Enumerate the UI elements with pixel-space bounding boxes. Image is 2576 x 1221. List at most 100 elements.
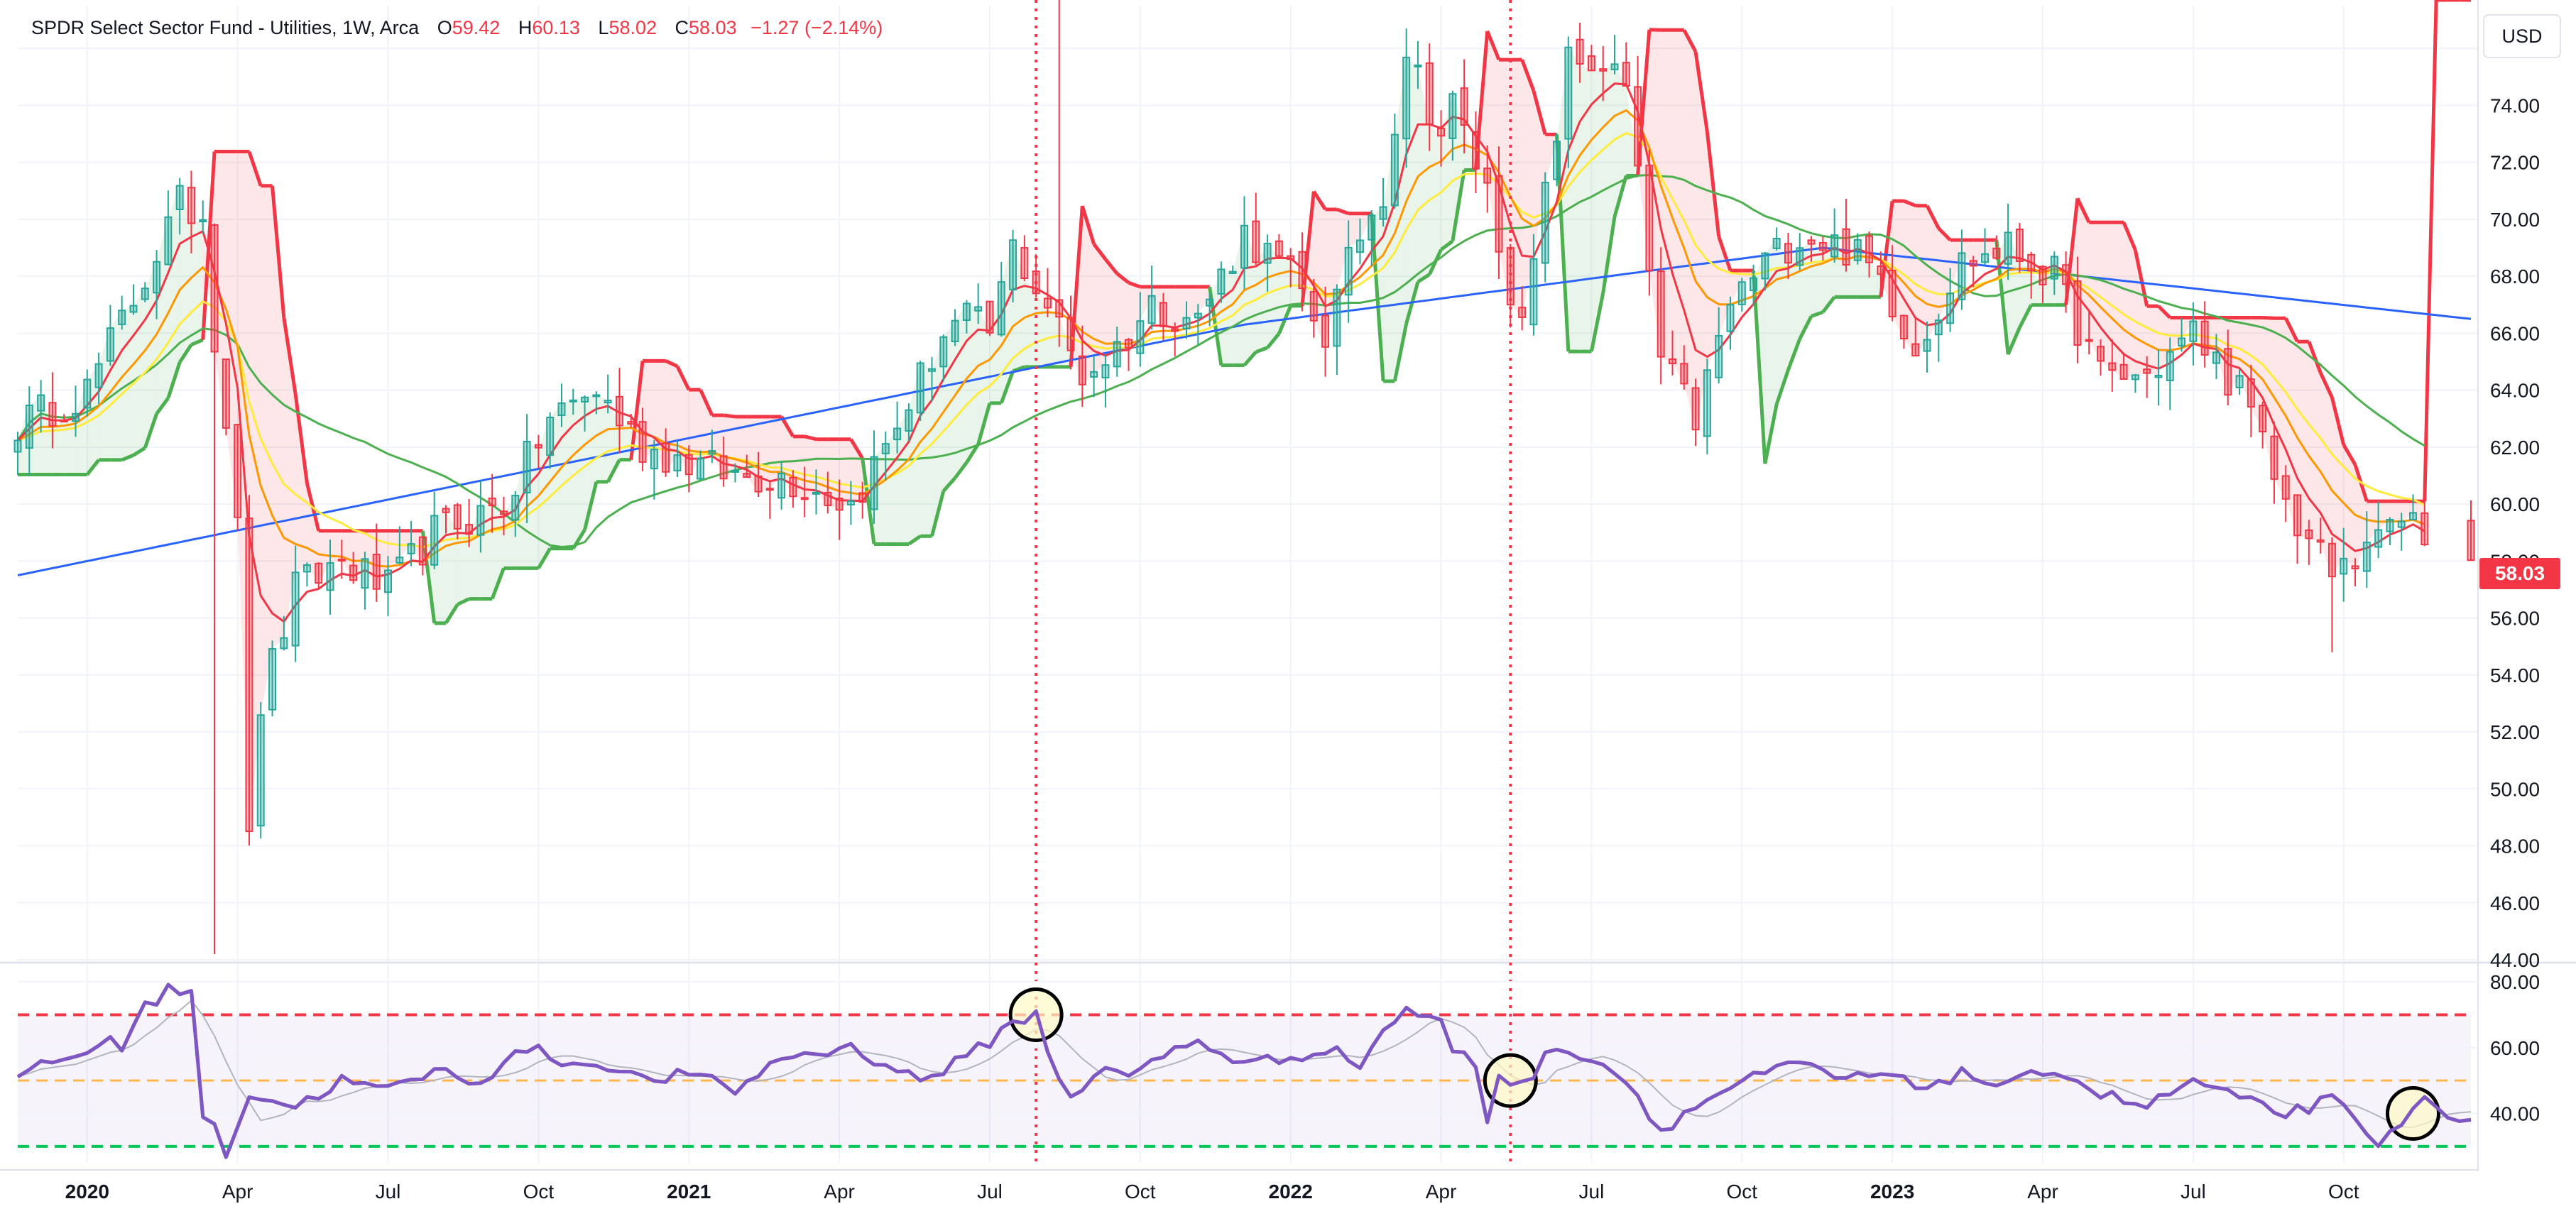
candle-body [1807,239,1816,245]
band-fill [2124,222,2136,379]
currency-button[interactable]: USD [2483,14,2561,58]
candle-body [2327,542,2336,578]
candle [523,414,531,523]
candle-body [2004,231,2012,265]
candle-body [812,491,820,495]
time-tick-label: Jul [376,1181,401,1203]
candle-body [418,536,427,566]
candle [465,499,474,547]
candle [986,300,994,336]
price-tick-label: 68.00 [2490,265,2540,288]
candle-body [1043,297,1052,309]
candle [1055,0,1064,347]
candle [662,428,670,477]
sma-line [16,174,2425,548]
candle [1669,330,1676,376]
resistance-line [1336,207,1350,216]
candle-body [1992,247,2001,259]
price-tick-label: 46.00 [2490,892,2540,914]
candle [2281,465,2290,522]
candle [1125,338,1133,371]
price-tick-label: 48.00 [2490,836,2540,858]
candle [430,491,439,569]
candle [326,540,334,615]
candle [1206,292,1214,327]
candle-body [1865,235,1874,263]
resistance-line [271,185,286,318]
candle [488,473,496,533]
resistance-line [2330,397,2346,446]
candle-body [476,505,485,536]
candle-body [1333,288,1341,347]
price-tick-label: 50.00 [2490,778,2540,800]
candle [824,471,832,514]
candle [302,562,311,587]
band-fill [1336,209,1349,290]
candle-body [2409,512,2417,520]
candle [1657,247,1665,385]
candle [2351,558,2359,587]
candle-body [1448,93,1457,139]
candle-body [1460,87,1468,126]
grid-lines [0,0,2576,1171]
candle [1888,245,1896,322]
candle-body [1136,320,1145,354]
candle [708,429,716,464]
candle-body [2362,542,2371,572]
candle [164,190,173,265]
candle-body [523,441,531,493]
candle-body [1842,228,1850,266]
candle [800,466,809,518]
candle-body [765,488,774,491]
candle [2154,349,2163,406]
candle-body [708,450,716,455]
support-line [1440,239,1454,251]
time-axis: 2020 Apr Jul Oct 2021 Apr Jul Oct 2022 Apr Jul Oct 2… [65,1181,2359,1203]
candle-body [349,564,358,581]
candle [2200,301,2209,368]
candle [499,496,508,536]
resistance-line [282,317,298,395]
candle-body [13,439,22,453]
resistance-line [293,393,309,483]
candle [1009,229,1017,302]
support-line [537,547,552,569]
candle [1622,42,1630,87]
candle [1287,248,1295,288]
time-tick-label: Apr [222,1181,253,1203]
candle [2085,310,2093,355]
candle [153,250,161,319]
candle-body [1298,251,1306,290]
price-tick-label: 62.00 [2490,437,2540,459]
resistance-line [201,151,217,340]
candle [25,386,33,476]
candle-body [1287,255,1295,261]
candle [141,282,149,302]
support-line [166,361,182,399]
resistance-line [1485,30,1501,61]
candle [1090,356,1098,398]
resistance-line [2284,317,2299,343]
legend-close-value: 58.03 [689,17,737,38]
candle-body [1923,339,1931,352]
candle-body [2097,346,2105,362]
candle-body [1645,164,1654,272]
resistance-line [804,434,817,442]
candle [1946,268,1955,332]
candle-body [1275,240,1283,257]
candle-body [1610,63,1619,70]
band-fill [1117,273,1129,348]
band-fill [2100,222,2112,371]
band-fill [180,185,192,363]
candle [1645,149,1654,296]
candle [1529,234,1538,336]
candle-body [2050,256,2058,280]
candle [210,223,219,954]
candle [2409,494,2417,520]
price-tick-label: 60.00 [2490,493,2540,515]
band-fill [2378,501,2390,530]
candle-body [210,224,219,353]
support-line [965,443,980,464]
candle-body [2293,494,2302,537]
